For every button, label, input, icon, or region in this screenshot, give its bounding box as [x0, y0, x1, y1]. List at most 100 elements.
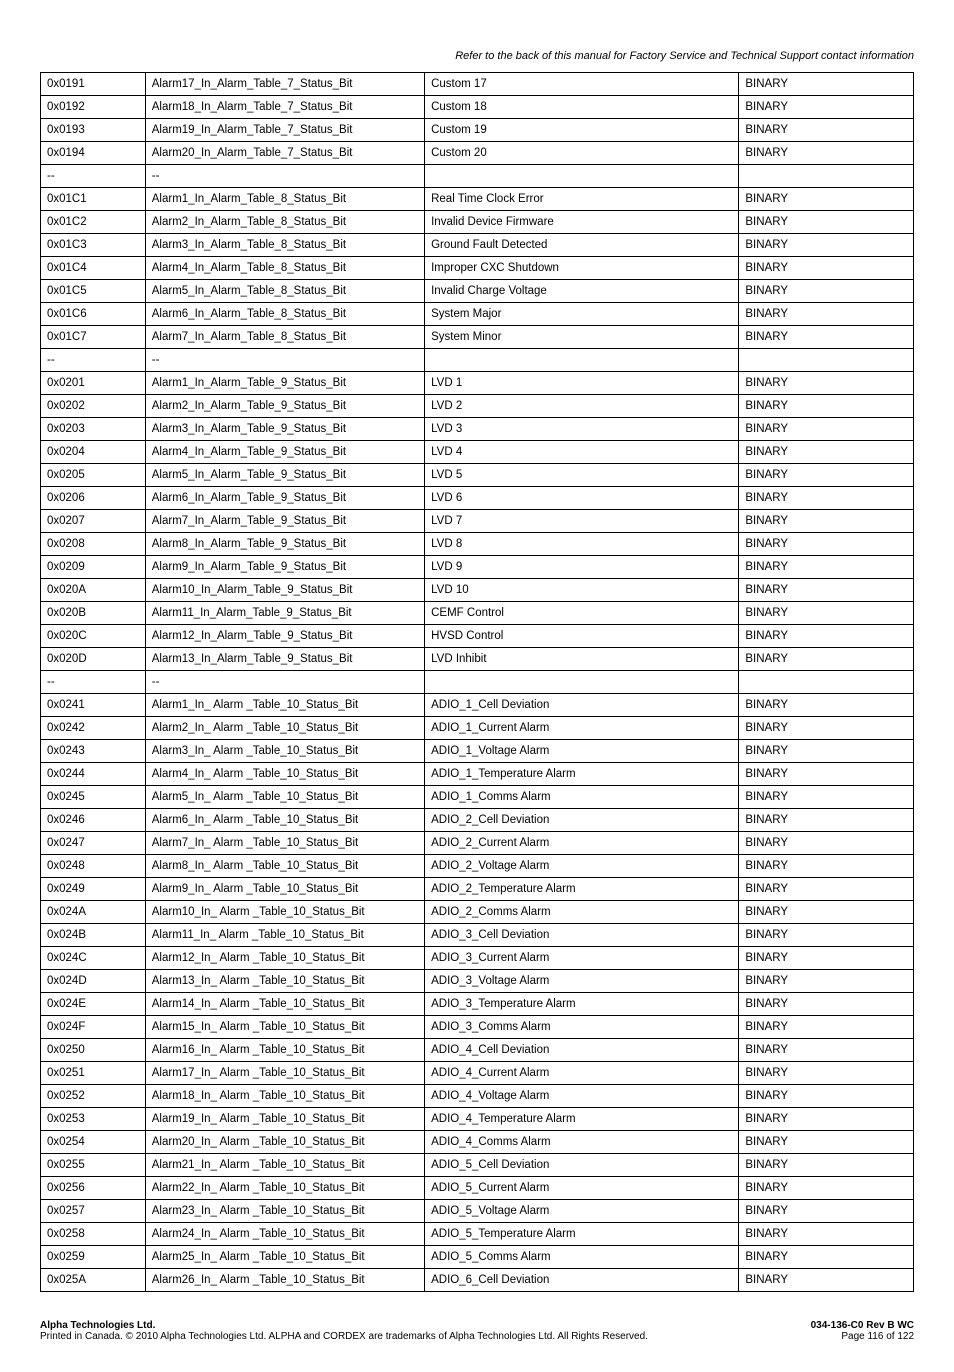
table-cell: BINARY [739, 1016, 914, 1039]
table-cell: Alarm12_In_Alarm_Table_9_Status_Bit [145, 625, 424, 648]
table-cell: 0x0248 [41, 855, 146, 878]
table-cell: Ground Fault Detected [425, 234, 739, 257]
table-cell: 0x0242 [41, 717, 146, 740]
table-cell: Alarm23_In_ Alarm _Table_10_Status_Bit [145, 1200, 424, 1223]
table-cell: Alarm7_In_ Alarm _Table_10_Status_Bit [145, 832, 424, 855]
table-cell: BINARY [739, 303, 914, 326]
table-cell: BINARY [739, 1131, 914, 1154]
table-cell: Alarm1_In_Alarm_Table_9_Status_Bit [145, 372, 424, 395]
table-row: 0x01C7Alarm7_In_Alarm_Table_8_Status_Bit… [41, 326, 914, 349]
table-cell [739, 349, 914, 372]
table-cell: 0x0245 [41, 786, 146, 809]
table-cell: BINARY [739, 257, 914, 280]
table-cell: 0x0209 [41, 556, 146, 579]
table-cell: -- [41, 349, 146, 372]
table-cell: BINARY [739, 1085, 914, 1108]
table-cell: BINARY [739, 809, 914, 832]
table-row: 0x0255Alarm21_In_ Alarm _Table_10_Status… [41, 1154, 914, 1177]
table-cell: ADIO_1_Temperature Alarm [425, 763, 739, 786]
table-cell: Alarm17_In_ Alarm _Table_10_Status_Bit [145, 1062, 424, 1085]
table-cell: LVD Inhibit [425, 648, 739, 671]
table-cell: BINARY [739, 142, 914, 165]
table-cell: BINARY [739, 717, 914, 740]
table-row: 0x024CAlarm12_In_ Alarm _Table_10_Status… [41, 947, 914, 970]
table-cell: Real Time Clock Error [425, 188, 739, 211]
table-cell: 0x0202 [41, 395, 146, 418]
table-row: ---- [41, 671, 914, 694]
table-row: 0x0259Alarm25_In_ Alarm _Table_10_Status… [41, 1246, 914, 1269]
table-cell: -- [41, 165, 146, 188]
table-cell: 0x0258 [41, 1223, 146, 1246]
table-row: 0x0250Alarm16_In_ Alarm _Table_10_Status… [41, 1039, 914, 1062]
table-cell: 0x0255 [41, 1154, 146, 1177]
table-cell: BINARY [739, 211, 914, 234]
table-row: ---- [41, 349, 914, 372]
table-cell: BINARY [739, 395, 914, 418]
table-row: 0x024BAlarm11_In_ Alarm _Table_10_Status… [41, 924, 914, 947]
table-cell: BINARY [739, 694, 914, 717]
table-cell: Alarm18_In_Alarm_Table_7_Status_Bit [145, 96, 424, 119]
table-cell: 0x0206 [41, 487, 146, 510]
table-row: 0x0203Alarm3_In_Alarm_Table_9_Status_Bit… [41, 418, 914, 441]
table-cell: ADIO_5_Current Alarm [425, 1177, 739, 1200]
table-cell: ADIO_2_Cell Deviation [425, 809, 739, 832]
table-cell: Alarm20_In_ Alarm _Table_10_Status_Bit [145, 1131, 424, 1154]
table-cell: 0x0207 [41, 510, 146, 533]
table-cell: 0x0244 [41, 763, 146, 786]
table-row: 0x020CAlarm12_In_Alarm_Table_9_Status_Bi… [41, 625, 914, 648]
table-cell: BINARY [739, 970, 914, 993]
table-cell: BINARY [739, 1108, 914, 1131]
table-cell: BINARY [739, 372, 914, 395]
table-cell: Alarm25_In_ Alarm _Table_10_Status_Bit [145, 1246, 424, 1269]
table-cell: CEMF Control [425, 602, 739, 625]
table-cell: 0x020C [41, 625, 146, 648]
table-cell: Alarm7_In_Alarm_Table_8_Status_Bit [145, 326, 424, 349]
table-cell: ADIO_1_Current Alarm [425, 717, 739, 740]
table-cell [739, 671, 914, 694]
table-cell: Alarm6_In_Alarm_Table_9_Status_Bit [145, 487, 424, 510]
footer-doc-id: 034-136-C0 Rev B WC [811, 1320, 914, 1331]
table-cell: 0x0256 [41, 1177, 146, 1200]
table-cell: Alarm14_In_ Alarm _Table_10_Status_Bit [145, 993, 424, 1016]
table-row: 0x0201Alarm1_In_Alarm_Table_9_Status_Bit… [41, 372, 914, 395]
table-row: 0x0191Alarm17_In_Alarm_Table_7_Status_Bi… [41, 73, 914, 96]
table-cell: ADIO_5_Temperature Alarm [425, 1223, 739, 1246]
table-row: 0x0192Alarm18_In_Alarm_Table_7_Status_Bi… [41, 96, 914, 119]
table-cell: 0x0203 [41, 418, 146, 441]
table-row: 0x020BAlarm11_In_Alarm_Table_9_Status_Bi… [41, 602, 914, 625]
table-cell: BINARY [739, 188, 914, 211]
table-cell: 0x0253 [41, 1108, 146, 1131]
footer-copyright: Printed in Canada. © 2010 Alpha Technolo… [40, 1331, 648, 1342]
table-row: 0x0202Alarm2_In_Alarm_Table_9_Status_Bit… [41, 395, 914, 418]
table-cell: BINARY [739, 533, 914, 556]
table-cell: BINARY [739, 763, 914, 786]
table-cell: ADIO_3_Comms Alarm [425, 1016, 739, 1039]
table-cell: BINARY [739, 579, 914, 602]
table-cell: LVD 8 [425, 533, 739, 556]
table-row: 0x0253Alarm19_In_ Alarm _Table_10_Status… [41, 1108, 914, 1131]
table-row: 0x0205Alarm5_In_Alarm_Table_9_Status_Bit… [41, 464, 914, 487]
table-cell: BINARY [739, 1223, 914, 1246]
table-cell: BINARY [739, 510, 914, 533]
table-cell: LVD 5 [425, 464, 739, 487]
table-cell: Alarm21_In_ Alarm _Table_10_Status_Bit [145, 1154, 424, 1177]
table-cell: 0x025A [41, 1269, 146, 1292]
page-container: Refer to the back of this manual for Fac… [0, 0, 954, 1372]
table-cell: BINARY [739, 96, 914, 119]
table-cell: -- [145, 165, 424, 188]
table-cell: 0x0247 [41, 832, 146, 855]
table-row: 0x0242Alarm2_In_ Alarm _Table_10_Status_… [41, 717, 914, 740]
table-cell: Alarm18_In_ Alarm _Table_10_Status_Bit [145, 1085, 424, 1108]
table-row: 0x0194Alarm20_In_Alarm_Table_7_Status_Bi… [41, 142, 914, 165]
table-cell: 0x024C [41, 947, 146, 970]
table-cell: Alarm9_In_Alarm_Table_9_Status_Bit [145, 556, 424, 579]
header-note: Refer to the back of this manual for Fac… [40, 50, 914, 62]
table-cell: 0x0241 [41, 694, 146, 717]
table-row: 0x0256Alarm22_In_ Alarm _Table_10_Status… [41, 1177, 914, 1200]
table-cell: 0x0254 [41, 1131, 146, 1154]
table-cell: BINARY [739, 1269, 914, 1292]
table-cell: ADIO_1_Voltage Alarm [425, 740, 739, 763]
table-row: 0x01C3Alarm3_In_Alarm_Table_8_Status_Bit… [41, 234, 914, 257]
footer-right: 034-136-C0 Rev B WC Page 116 of 122 [811, 1320, 914, 1342]
table-cell: ADIO_2_Voltage Alarm [425, 855, 739, 878]
